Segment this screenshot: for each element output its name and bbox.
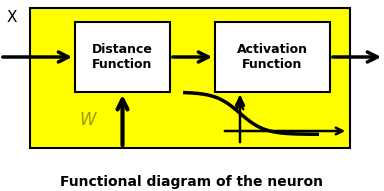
Text: W: W: [79, 111, 96, 129]
Bar: [215, 22, 330, 92]
Bar: [30, 8, 350, 148]
Text: Functional diagram of the neuron: Functional diagram of the neuron: [61, 175, 323, 189]
Text: Distance
Function: Distance Function: [92, 43, 153, 71]
Text: X: X: [7, 11, 17, 26]
Text: Activation
Function: Activation Function: [237, 43, 308, 71]
Bar: [75, 22, 170, 92]
